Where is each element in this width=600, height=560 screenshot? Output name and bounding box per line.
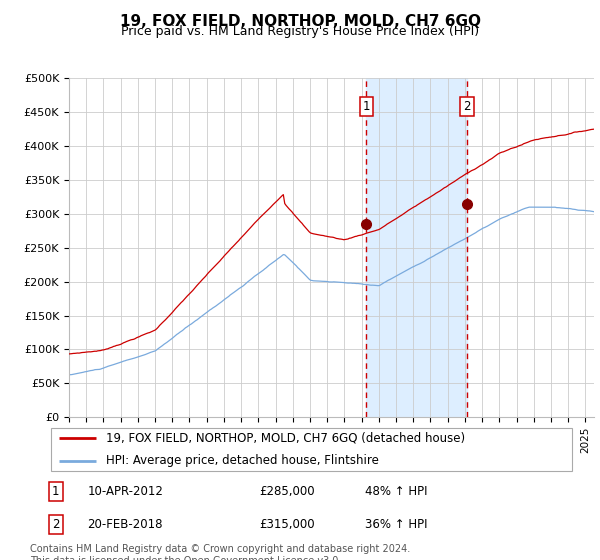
Text: 10-APR-2012: 10-APR-2012 xyxy=(88,485,163,498)
Text: 19, FOX FIELD, NORTHOP, MOLD, CH7 6GQ (detached house): 19, FOX FIELD, NORTHOP, MOLD, CH7 6GQ (d… xyxy=(106,431,465,445)
Bar xyxy=(366,78,467,417)
Text: HPI: Average price, detached house, Flintshire: HPI: Average price, detached house, Flin… xyxy=(106,454,379,468)
Text: 36% ↑ HPI: 36% ↑ HPI xyxy=(365,518,427,531)
Text: 1: 1 xyxy=(52,485,59,498)
FancyBboxPatch shape xyxy=(50,427,572,472)
Text: 19, FOX FIELD, NORTHOP, MOLD, CH7 6GQ: 19, FOX FIELD, NORTHOP, MOLD, CH7 6GQ xyxy=(119,14,481,29)
Text: 20-FEB-2018: 20-FEB-2018 xyxy=(88,518,163,531)
Text: £285,000: £285,000 xyxy=(259,485,315,498)
Text: Price paid vs. HM Land Registry's House Price Index (HPI): Price paid vs. HM Land Registry's House … xyxy=(121,25,479,38)
Text: £315,000: £315,000 xyxy=(259,518,315,531)
Text: 2: 2 xyxy=(463,100,471,113)
Text: 48% ↑ HPI: 48% ↑ HPI xyxy=(365,485,427,498)
Text: 2: 2 xyxy=(52,518,59,531)
Text: Contains HM Land Registry data © Crown copyright and database right 2024.
This d: Contains HM Land Registry data © Crown c… xyxy=(30,544,410,560)
Text: 1: 1 xyxy=(362,100,370,113)
